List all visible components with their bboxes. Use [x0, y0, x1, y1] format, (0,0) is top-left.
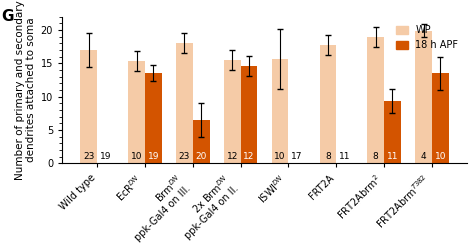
Text: 11: 11 [339, 152, 350, 162]
Bar [432, 73, 449, 164]
Text: 4: 4 [421, 152, 426, 162]
Text: 19: 19 [100, 152, 111, 162]
Text: 11: 11 [387, 152, 398, 162]
Text: 10: 10 [131, 152, 142, 162]
Bar [367, 36, 384, 164]
Text: 10: 10 [435, 152, 446, 162]
Text: 12: 12 [243, 152, 255, 162]
Bar [193, 120, 210, 164]
Text: 12: 12 [227, 152, 238, 162]
Text: 17: 17 [291, 152, 302, 162]
Bar [81, 50, 97, 164]
Text: 19: 19 [147, 152, 159, 162]
Text: 10: 10 [274, 152, 286, 162]
Text: 8: 8 [325, 152, 331, 162]
Text: 23: 23 [179, 152, 190, 162]
Bar [272, 59, 289, 164]
Bar [128, 61, 145, 164]
Text: 8: 8 [373, 152, 379, 162]
Bar [415, 30, 432, 164]
Text: 23: 23 [83, 152, 94, 162]
Y-axis label: Number of primary and secondary
dendrites attached to soma: Number of primary and secondary dendrite… [15, 0, 36, 180]
Legend: WP, 18 h APF: WP, 18 h APF [392, 22, 462, 54]
Bar [241, 66, 257, 164]
Bar [319, 44, 336, 164]
Bar [176, 43, 193, 164]
Bar [384, 101, 401, 164]
Bar [224, 60, 241, 164]
Text: 20: 20 [195, 152, 207, 162]
Text: G: G [1, 9, 14, 24]
Bar [145, 73, 162, 164]
